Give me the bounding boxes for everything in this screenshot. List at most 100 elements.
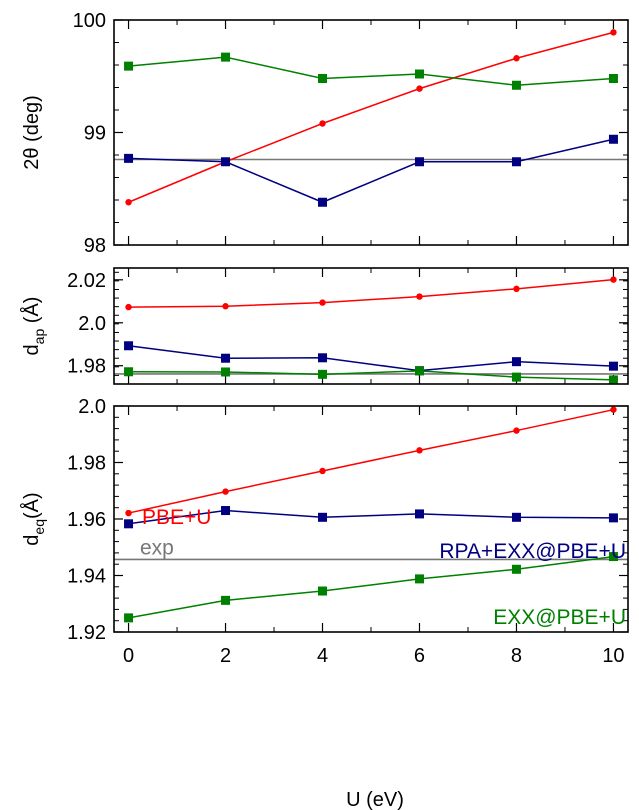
- series-line: [128, 31, 614, 203]
- y-axis-label: 2θ (deg): [21, 95, 43, 170]
- data-point: [608, 552, 618, 562]
- data-point: [511, 80, 521, 90]
- y-tick-label: 1.98: [67, 356, 106, 378]
- data-point: [318, 512, 328, 522]
- data-point: [221, 353, 231, 363]
- x-tick-label: 10: [602, 645, 624, 667]
- data-point: [221, 595, 231, 605]
- data-point: [221, 367, 231, 377]
- x-tick-label: 2: [220, 645, 231, 667]
- x-tick-label: 6: [414, 645, 425, 667]
- series-EXX@PBE+U: [124, 366, 618, 385]
- y-tick-label: 1.96: [67, 509, 106, 531]
- series-PBE+U: [125, 406, 617, 517]
- plot-frame: [113, 405, 629, 633]
- series-PBE+U: [125, 276, 617, 311]
- data-point: [318, 74, 328, 83]
- panel-middle: 1.98 2.0 2.02 dap (Å): [20, 267, 629, 385]
- data-point: [318, 197, 328, 207]
- data-point: [221, 157, 231, 167]
- series-PBE+U: [125, 29, 617, 206]
- data-point: [318, 369, 328, 379]
- y-axis-label: deq(Å): [20, 492, 47, 545]
- data-point: [414, 366, 424, 376]
- data-point: [608, 375, 618, 385]
- annotation-exp: exp: [140, 536, 174, 559]
- data-point: [124, 153, 134, 163]
- data-point: [124, 367, 134, 377]
- data-point: [414, 509, 424, 519]
- data-point: [125, 509, 132, 517]
- panel-bottom: 1.92 1.94 1.96 1.98 2.0 deq(Å) 0 2 4 6 8 10 U (eV) PB…: [20, 396, 629, 810]
- data-point: [221, 506, 231, 516]
- series-RPA+EXX@PBE+U: [124, 134, 618, 207]
- data-point: [124, 61, 134, 71]
- data-point: [511, 564, 521, 574]
- series-EXX@PBE+U: [124, 52, 618, 90]
- data-point: [319, 120, 326, 127]
- data-point: [416, 85, 423, 92]
- data-point: [124, 519, 134, 529]
- x-tick-label: 4: [317, 645, 328, 667]
- data-point: [414, 157, 424, 167]
- data-point: [511, 372, 521, 382]
- plot-frame: [113, 19, 629, 246]
- data-point: [222, 488, 229, 495]
- series-line: [128, 345, 614, 372]
- data-point: [124, 613, 134, 623]
- y-tick-label: 100: [73, 10, 106, 32]
- data-point: [416, 447, 423, 454]
- data-point: [319, 299, 326, 306]
- data-point: [414, 574, 424, 584]
- x-tick-label: 8: [511, 645, 522, 667]
- data-point: [414, 69, 424, 79]
- x-axis-label: U (eV): [346, 789, 404, 810]
- y-tick-label: 2.0: [78, 396, 106, 418]
- data-point: [511, 157, 521, 167]
- data-point: [221, 52, 231, 62]
- data-point: [610, 406, 617, 413]
- series-line: [128, 555, 614, 619]
- annotation-pbe-u: PBE+U: [142, 506, 211, 529]
- panel-top: 98 99 100 2θ (deg): [21, 10, 629, 257]
- y-tick-label: 1.94: [67, 566, 106, 588]
- series-RPA+EXX@PBE+U: [124, 341, 618, 376]
- data-point: [608, 74, 618, 83]
- y-tick-label: 98: [84, 235, 106, 257]
- series-line: [128, 408, 614, 514]
- y-tick-label: 99: [84, 123, 106, 145]
- data-point: [513, 55, 520, 62]
- y-tick-label: 2.02: [67, 270, 106, 292]
- series-line: [128, 509, 614, 525]
- series-line: [128, 370, 614, 381]
- y-tick-label: 1.98: [67, 453, 106, 475]
- annotation-exx-pbe-u: EXX@PBE+U: [493, 606, 626, 629]
- data-point: [610, 276, 617, 283]
- data-point: [125, 303, 132, 311]
- data-point: [608, 134, 618, 144]
- data-point: [513, 427, 520, 434]
- data-point: [608, 513, 618, 523]
- y-axis-label: dap (Å): [20, 297, 47, 356]
- data-point: [416, 293, 423, 300]
- annotation-rpa-exx-pbe-u: RPA+EXX@PBE+U: [439, 540, 626, 563]
- data-point: [319, 467, 326, 475]
- series-line: [128, 138, 614, 204]
- series-RPA+EXX@PBE+U: [124, 506, 618, 529]
- data-point: [318, 586, 328, 596]
- series-EXX@PBE+U: [124, 552, 618, 623]
- data-point: [124, 341, 134, 351]
- data-point: [222, 303, 229, 310]
- series-line: [128, 278, 614, 308]
- series-line: [128, 56, 614, 87]
- x-tick-label: 0: [123, 645, 134, 667]
- data-point: [610, 29, 617, 36]
- data-point: [125, 199, 132, 206]
- data-point: [608, 361, 618, 371]
- data-point: [511, 512, 521, 522]
- y-tick-label: 1.92: [67, 622, 106, 644]
- y-tick-label: 2.0: [78, 313, 106, 335]
- data-point: [511, 357, 521, 367]
- plot-frame: [113, 267, 629, 385]
